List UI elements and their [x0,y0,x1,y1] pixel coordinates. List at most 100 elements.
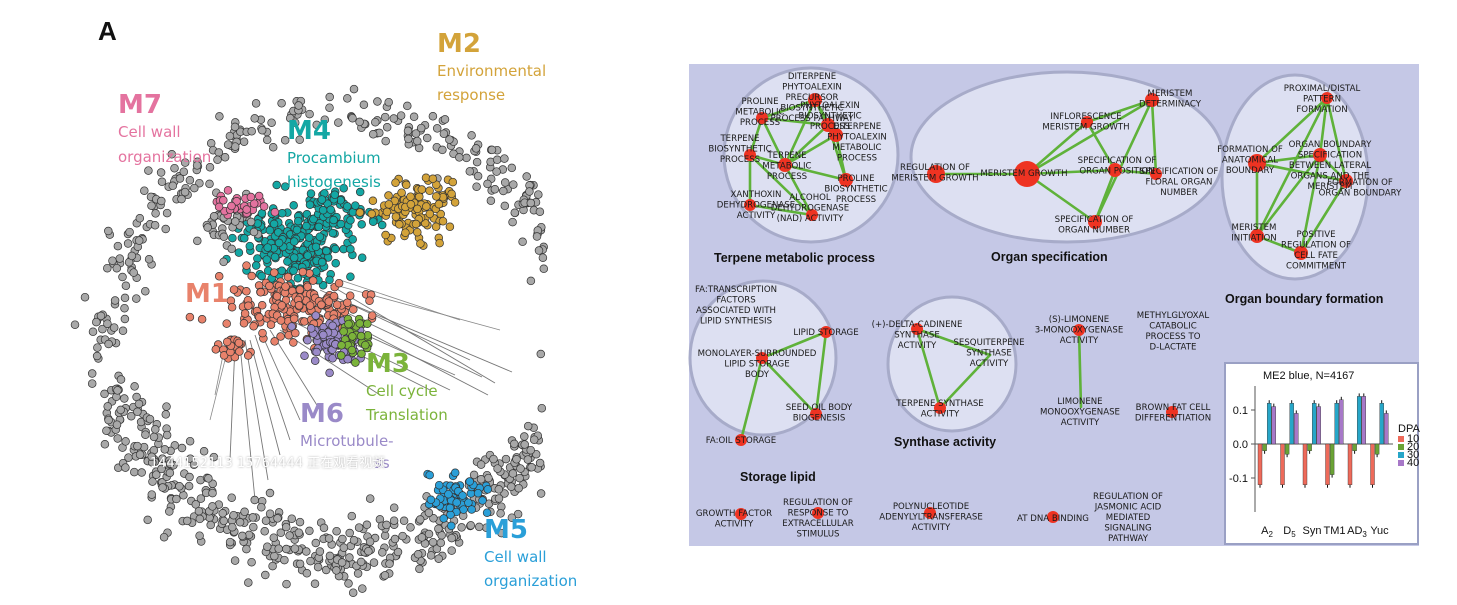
node-label-line: TERPENE SYNTHASE [895,399,983,409]
enrichment-edge [1025,98,1154,176]
network-edge [259,329,301,421]
network-node [132,294,141,303]
enrichment-edge [1255,96,1329,238]
network-node [190,183,199,193]
network-node [438,216,448,226]
group-title-organ-boundary: Organ boundary formation [1225,292,1383,306]
network-node [225,131,235,141]
enrichment-edge [1255,234,1303,255]
node-label-line: ORGAN POSITION [1079,167,1154,177]
node-label-line: 3-MONOOXYGENASE [1035,326,1124,336]
node-label-line: PRECURSOR [785,93,838,103]
node-label-line: TERPENE [766,151,806,161]
network-node [215,112,224,121]
svg-text:histogenesis: histogenesis [287,173,381,191]
node-label-line: DITERPENE [788,72,836,82]
enrichment-edge [1325,96,1348,183]
inset-x-label: A2 [1261,525,1273,539]
network-node [507,513,517,522]
network-node [168,181,178,191]
network-node [223,140,233,149]
network-node [118,326,128,336]
network-node [257,125,267,135]
inset-bar-A2-20 [1262,443,1267,452]
svg-text:Cell wall: Cell wall [118,123,181,141]
network-node [156,168,166,177]
node-label-line: BIOGENESIS [793,414,846,424]
network-node [314,222,324,232]
network-node [311,538,321,548]
node-label-line: PROCESS [740,118,780,128]
node-label-line: MERISTEM GROWTH [1042,123,1129,133]
network-node [290,544,300,553]
network-node [267,118,276,127]
network-node [380,112,390,122]
network-node [523,421,533,431]
network-node [269,533,279,542]
node-label-line: ORGANS AND THE [1291,172,1370,182]
network-node [500,178,510,187]
network-node [325,92,334,102]
network-node [147,452,156,462]
network-node [344,579,353,588]
network-node [346,215,355,225]
network-node [87,369,97,378]
network-node [280,136,290,145]
network-node [315,232,325,241]
network-node [185,472,194,482]
network-node [338,534,347,544]
network-node [534,246,544,255]
network-node [509,180,518,189]
network-node [208,488,217,498]
network-node [339,543,349,552]
svg-text:organization: organization [118,148,211,166]
network-node [199,447,209,456]
node-label-l2: LIMONENE MONOOXYGENASE ACTIVITY [1040,397,1120,428]
network-node [425,470,434,480]
node-label-line: PHYTOALEXIN [782,83,842,93]
enrichment-edge [760,356,818,416]
inset-x-labels: A2 D5 Syn TM1 AD3 Yuc [1261,525,1389,539]
network-node [129,268,138,277]
network-node [151,425,160,434]
inset-bar-Yuc-10 [1370,443,1375,485]
network-node [434,480,444,490]
network-node [172,494,181,504]
network-node [348,588,358,597]
node-label-line: ACTIVITY [1060,336,1099,346]
network-node [133,441,142,451]
network-node [413,204,422,214]
network-node [417,533,427,542]
enrichment-edge [915,327,992,357]
network-node [346,272,355,281]
node-label-line: CELL FATE [1294,251,1338,261]
enrichment-edges [739,96,1348,442]
network-node [234,338,244,348]
network-node [87,379,97,388]
network-node [347,511,357,521]
network-node [103,263,112,273]
network-node [240,234,249,243]
network-node [244,301,253,311]
node-label-line: POSITIVE [1296,230,1335,240]
network-node [157,177,167,187]
network-node [126,411,136,421]
network-edge [239,344,256,501]
network-node [112,420,122,429]
svg-text:Environmental: Environmental [437,62,546,80]
network-node [403,101,412,111]
network-node [317,300,326,310]
network-node [229,510,238,520]
inset-x-label: TM1 [1324,525,1346,537]
network-node [322,246,331,256]
node-label-line: GROWTH FACTOR [696,509,772,519]
network-node [472,157,482,167]
network-node [102,426,111,435]
network-node [447,546,456,555]
network-node [514,483,523,493]
network-node [319,330,328,340]
node-label-l1: (S)-LIMONENE 3-MONOOXYGENASE ACTIVITY [1035,315,1124,346]
network-node [295,517,305,527]
network-node [324,297,334,306]
network-node [282,544,291,554]
